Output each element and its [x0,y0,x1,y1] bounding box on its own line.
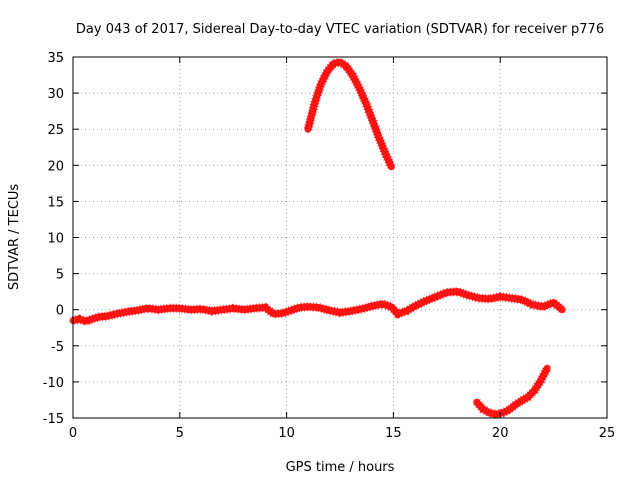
y-tick-label: 0 [56,304,64,319]
y-tick-label: 15 [47,195,64,210]
x-axis-label: GPS time / hours [286,460,395,475]
y-tick-label: 5 [56,268,64,283]
chart-title: Day 043 of 2017, Sidereal Day-to-day VTE… [76,22,604,37]
x-tick-label: 20 [492,426,509,441]
series-near-zero-trace-jitter [72,287,566,326]
y-tick-label: -15 [43,412,64,427]
y-tick-label: 10 [47,232,64,247]
series-layer [69,57,566,419]
series-arc-high-jitter [303,57,396,169]
x-tick-label: 5 [176,426,184,441]
y-axis-label: SDTVAR / TECUs [7,184,22,291]
y-tick-label: -10 [43,376,64,391]
y-tick-label: 25 [47,123,64,138]
y-tick-label: -5 [51,340,64,355]
x-tick-label: 15 [385,426,402,441]
x-tick-label: 0 [69,426,77,441]
x-tick-label: 25 [599,426,616,441]
y-tick-label: 30 [47,87,64,102]
x-tick-label: 10 [278,426,295,441]
grid-layer [73,57,607,418]
y-tick-label: 35 [47,51,64,66]
series-arc-low-jitter [473,366,552,419]
tick-layer: 0 5 10 15 20 25 -15 -10 -5 0 5 10 15 20 25 30 35 [43,51,616,441]
y-tick-label: 20 [47,159,64,174]
